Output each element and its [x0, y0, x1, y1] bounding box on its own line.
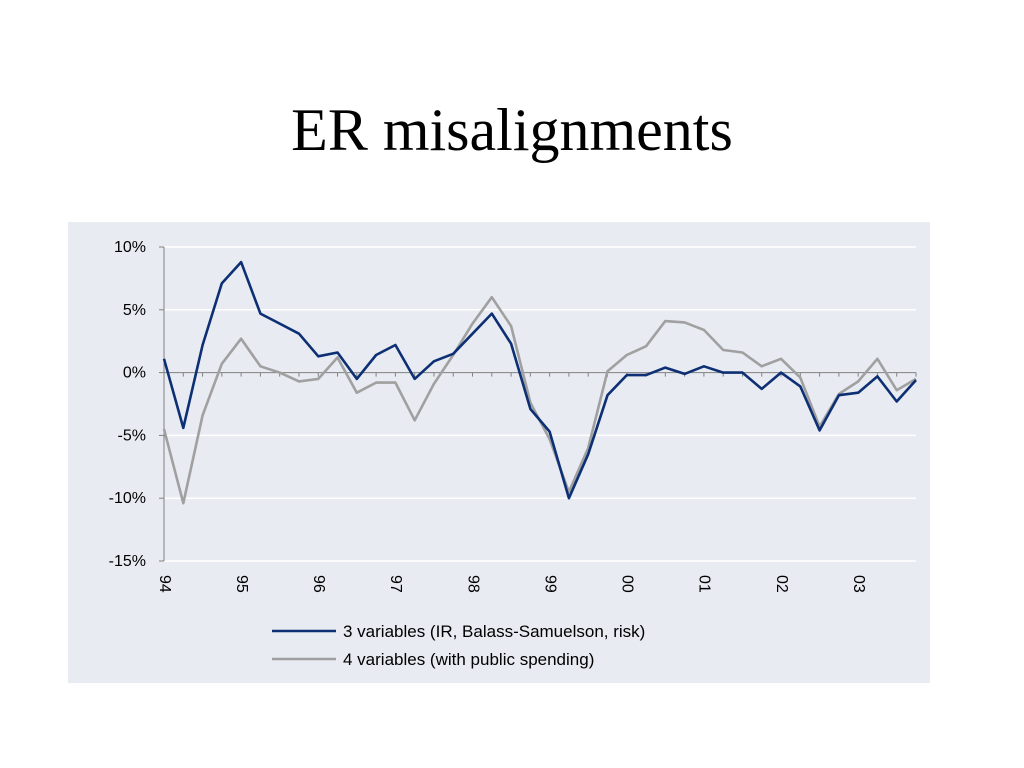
y-tick-label: 5% — [123, 302, 146, 319]
y-axis-tick-labels: 10% 5% 0% -5% -10% -15% — [109, 239, 146, 570]
x-axis-tick-labels: 94 95 96 97 98 99 00 01 02 03 — [156, 575, 867, 593]
slide-title: ER misalignments — [291, 97, 733, 163]
line-chart: 10%5%0%-5%-10%-15% 94 95 96 97 98 99 00 01 02 03 … — [68, 222, 930, 683]
series-lines — [162, 260, 917, 505]
legend-label-3-variables: 3 variables (IR, Balass-Samuelson, risk) — [343, 622, 645, 641]
y-tick-label: 0% — [123, 365, 146, 382]
x-tick-label: 03 — [850, 575, 867, 593]
chart-background — [68, 222, 930, 683]
x-tick-label: 94 — [156, 575, 173, 593]
y-tick-label: -15% — [109, 553, 146, 570]
x-tick-label: 96 — [310, 575, 327, 593]
x-tick-label: 00 — [619, 575, 636, 593]
x-tick-label: 97 — [387, 575, 404, 593]
x-tick-label: 95 — [233, 575, 250, 593]
x-tick-label: 01 — [696, 575, 713, 593]
x-tick-label: 99 — [541, 575, 558, 593]
chart-panel: 10% 5% 0% -5% -10% -15% 94 95 96 97 98 99 00 01 02 03 … — [68, 222, 930, 683]
x-tick-label: 02 — [773, 575, 790, 593]
x-tick-label: 98 — [464, 575, 481, 593]
series-line-3-variables — [162, 260, 917, 500]
legend-label-4-variables: 4 variables (with public spending) — [343, 650, 594, 669]
y-tick-label: 10% — [114, 239, 146, 256]
y-tick-label: -10% — [109, 490, 146, 507]
gridlines — [164, 246, 916, 562]
legend: 3 variables (IR, Balass-Samuelson, risk)… — [272, 622, 645, 669]
y-tick-label: -5% — [118, 427, 146, 444]
